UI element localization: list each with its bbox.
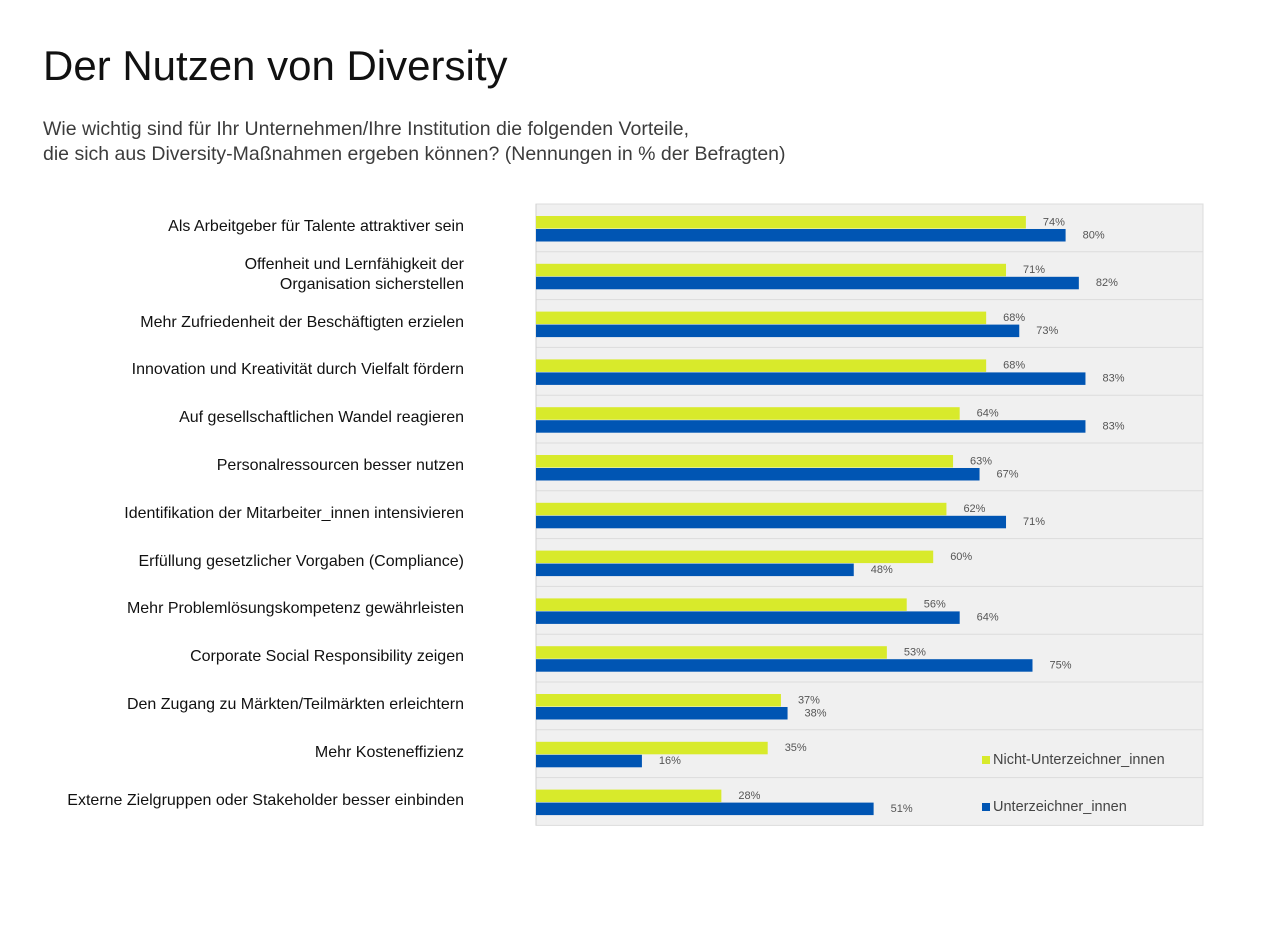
category-label: Erfüllung gesetzlicher Vorgaben (Complia…: [20, 552, 464, 572]
data-label: 37%: [798, 694, 820, 706]
category-label-line: Personalressourcen besser nutzen: [216, 456, 464, 474]
bar-unterzeichner: [536, 611, 960, 624]
legend-label-nicht-unterzeichner: Nicht-Unterzeichner_innen: [993, 752, 1165, 768]
bar-nicht-unterzeichner: [536, 359, 987, 372]
legend-swatch-nicht-unterzeichner: [982, 756, 990, 764]
data-label: 60%: [950, 551, 972, 563]
category-label: Personalressourcen besser nutzen: [20, 456, 464, 476]
legend-swatch-unterzeichner: [982, 803, 990, 811]
bar-nicht-unterzeichner: [536, 646, 887, 659]
category-label: Als Arbeitgeber für Talente attraktiver …: [20, 217, 464, 237]
category-label-line: Mehr Problemlösungskompetenz gewährleist…: [126, 600, 464, 618]
data-label: 68%: [1003, 312, 1025, 324]
legend-item-unterzeichner: Unterzeichner_innen: [982, 799, 1127, 815]
category-label-line: Den Zugang zu Märkten/Teilmärkten erleic…: [126, 695, 464, 713]
data-label: 71%: [1023, 516, 1045, 528]
subtitle-line-2: die sich aus Diversity-Maßnahmen ergeben…: [43, 143, 786, 165]
data-label: 74%: [1043, 216, 1065, 228]
subtitle-line-1: Wie wichtig sind für Ihr Unternehmen/Ihr…: [43, 118, 690, 140]
bar-nicht-unterzeichner: [536, 455, 954, 468]
bar-nicht-unterzeichner: [536, 263, 1007, 277]
data-label: 56%: [924, 599, 946, 611]
data-label: 38%: [805, 707, 827, 719]
data-label: 67%: [997, 468, 1019, 480]
category-label-line: Corporate Social Responsibility zeigen: [190, 648, 464, 666]
bar-nicht-unterzeichner: [536, 694, 781, 707]
category-label-line: Mehr Zufriedenheit der Beschäftigten erz…: [140, 313, 464, 331]
category-label-line: Als Arbeitgeber für Talente attraktiver …: [168, 217, 464, 235]
category-label: Corporate Social Responsibility zeigen: [20, 647, 464, 667]
bar-nicht-unterzeichner: [536, 216, 1026, 229]
bar-unterzeichner: [536, 276, 1079, 290]
data-label: 64%: [977, 407, 999, 419]
legend-label-unterzeichner: Unterzeichner_innen: [993, 799, 1127, 815]
category-label-line: Organisation sicherstellen: [279, 275, 464, 293]
data-label: 75%: [1050, 659, 1072, 671]
data-label: 35%: [785, 742, 807, 754]
bar-nicht-unterzeichner: [536, 502, 947, 516]
bar-nicht-unterzeichner: [536, 550, 934, 564]
bar-unterzeichner: [536, 515, 1007, 529]
bar-unterzeichner: [536, 372, 1086, 385]
bar-unterzeichner: [536, 754, 642, 768]
data-label: 62%: [963, 503, 985, 515]
data-label: 64%: [977, 612, 999, 624]
category-label: Mehr Zufriedenheit der Beschäftigten erz…: [20, 313, 464, 333]
bar-unterzeichner: [536, 420, 1086, 433]
data-label: 63%: [970, 455, 992, 467]
category-label-line: Innovation und Kreativität durch Vielfal…: [131, 361, 464, 379]
data-label: 48%: [871, 564, 893, 576]
category-label-line: Erfüllung gesetzlicher Vorgaben (Complia…: [138, 552, 464, 570]
data-label: 83%: [1102, 373, 1124, 385]
data-label: 51%: [891, 803, 913, 815]
bar-nicht-unterzeichner: [536, 598, 907, 611]
category-label-line: Mehr Kosteneffizienz: [314, 743, 464, 761]
data-label: 73%: [1036, 325, 1058, 337]
data-label: 71%: [1023, 264, 1045, 276]
category-label: Innovation und Kreativität durch Vielfal…: [20, 360, 464, 380]
data-label: 16%: [659, 755, 681, 767]
bar-unterzeichner: [536, 563, 854, 577]
category-label: Offenheit und Lernfähigkeit der Organisat…: [20, 255, 464, 295]
bar-unterzeichner: [536, 468, 980, 481]
data-label: 28%: [738, 790, 760, 802]
bar-unterzeichner: [536, 802, 874, 816]
bar-nicht-unterzeichner: [536, 789, 722, 803]
data-label: 82%: [1096, 277, 1118, 289]
data-label: 53%: [904, 646, 926, 658]
bar-nicht-unterzeichner: [536, 311, 987, 325]
bar-unterzeichner: [536, 707, 788, 720]
category-label: Identifikation der Mitarbeiter_innen int…: [20, 504, 464, 524]
bar-nicht-unterzeichner: [536, 741, 768, 755]
data-label: 68%: [1003, 360, 1025, 372]
page-subtitle: Wie wichtig sind für Ihr Unternehmen/Ihr…: [43, 117, 786, 167]
category-label-line: Offenheit und Lernfähigkeit der: [244, 255, 464, 273]
data-label: 83%: [1102, 420, 1124, 432]
bar-nicht-unterzeichner: [536, 407, 960, 420]
category-labels: Als Arbeitgeber für Talente attraktiver …: [20, 0, 464, 933]
category-label: Mehr Kosteneffizienz: [20, 743, 464, 763]
category-label: Mehr Problemlösungskompetenz gewährleist…: [20, 599, 464, 619]
category-label-line: Auf gesellschaftlichen Wandel reagieren: [179, 409, 464, 427]
bar-unterzeichner: [536, 659, 1033, 672]
category-label: Auf gesellschaftlichen Wandel reagieren: [20, 408, 464, 428]
legend-item-nicht-unterzeichner: Nicht-Unterzeichner_innen: [982, 752, 1165, 768]
category-label-line: Externe Zielgruppen oder Stakeholder bes…: [67, 791, 464, 809]
data-label: 80%: [1083, 229, 1105, 241]
category-label: Externe Zielgruppen oder Stakeholder bes…: [20, 791, 464, 811]
category-label: Den Zugang zu Märkten/Teilmärkten erleic…: [20, 695, 464, 715]
bar-unterzeichner: [536, 324, 1020, 338]
bar-unterzeichner: [536, 229, 1066, 242]
page-title: Der Nutzen von Diversity: [43, 42, 508, 89]
category-label-line: Identifikation der Mitarbeiter_innen int…: [124, 504, 464, 522]
